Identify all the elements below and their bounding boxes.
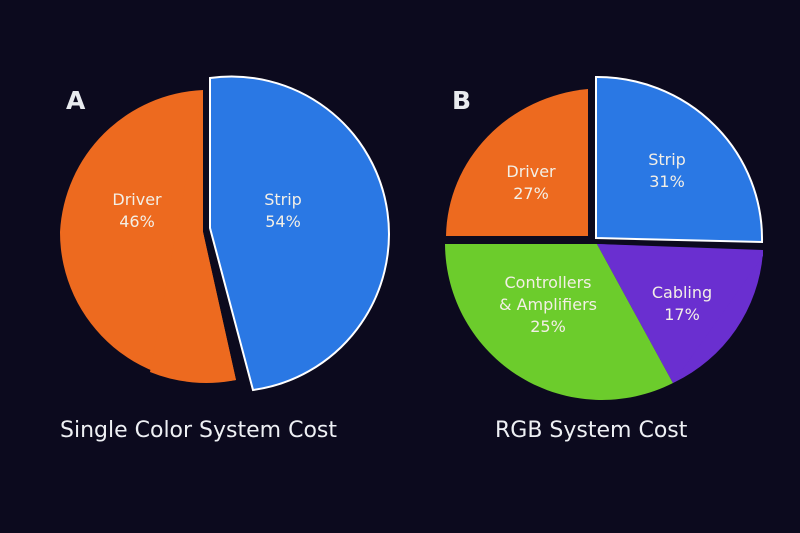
pie-b-slice-controllers (445, 244, 673, 400)
pie-a-label-driver: Driver 46% (112, 189, 161, 233)
panel-b-letter: B (452, 86, 472, 115)
slice-name-line2: & Amplifiers (499, 295, 597, 314)
slice-percent: 25% (530, 317, 566, 336)
pie-b-label-cabling: Cabling 17% (652, 282, 712, 326)
pie-a (59, 75, 390, 392)
chart-b-title: RGB System Cost (495, 418, 688, 443)
pie-b-slice-driver (446, 89, 588, 236)
pie-b-label-strip: Strip 31% (648, 149, 686, 193)
pie-b (445, 75, 764, 400)
chart-a-title: Single Color System Cost (60, 418, 337, 443)
slice-percent: 17% (664, 305, 700, 324)
slice-percent: 27% (513, 184, 549, 203)
pie-b-slice-strip (595, 75, 764, 244)
pie-a-slice-driver-fill (150, 90, 236, 383)
slice-name: Cabling (651, 283, 713, 302)
slice-percent: 46% (119, 212, 155, 231)
slice-name-line1: Controllers (504, 273, 592, 292)
pie-a-label-strip: Strip 54% (264, 189, 302, 233)
pie-a-slice-strip (209, 75, 390, 392)
pie-b-label-driver: Driver 27% (506, 161, 555, 205)
pie-b-label-controllers: Controllers & Amplifiers 25% (499, 272, 597, 338)
slice-name: Strip (264, 190, 302, 209)
slice-percent: 31% (649, 172, 685, 191)
slice-name: Strip (648, 150, 686, 169)
slice-name: Driver (112, 190, 162, 209)
slice-percent: 54% (265, 212, 301, 231)
pie-b-slice-cabling-edge (597, 244, 763, 383)
slice-name: Driver (506, 162, 556, 181)
panel-a-letter: A (66, 86, 86, 115)
